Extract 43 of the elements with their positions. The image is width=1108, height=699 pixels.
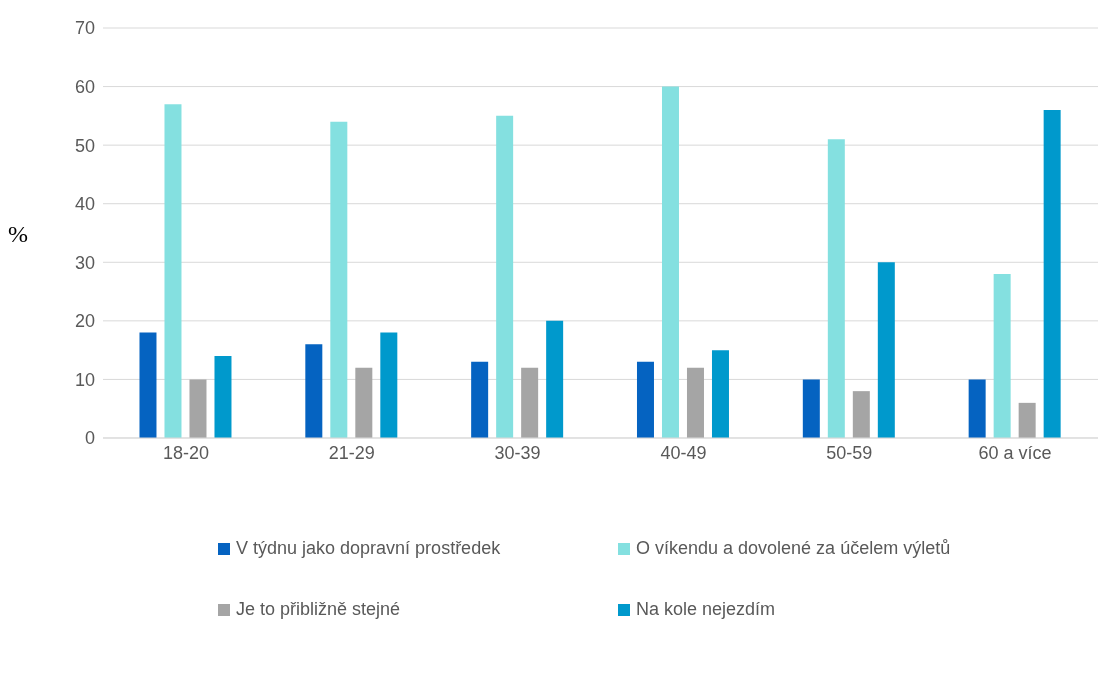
- bar: [471, 361, 489, 438]
- bar: [380, 332, 398, 438]
- bar: [636, 361, 654, 438]
- bar: [968, 379, 986, 438]
- bar: [189, 379, 207, 438]
- x-tick-label: 18-20: [162, 442, 209, 463]
- y-tick-label: 60: [74, 76, 95, 97]
- y-tick-label: 20: [74, 311, 95, 332]
- x-tick-label: 60 a více: [978, 442, 1052, 463]
- bar: [993, 274, 1011, 438]
- y-tick-label: 50: [74, 135, 95, 156]
- x-tick-label: 40-49: [660, 442, 707, 463]
- x-tick-label: 50-59: [826, 442, 873, 463]
- bar: [827, 139, 845, 438]
- legend-label: Na kole nejezdím: [636, 599, 776, 620]
- bar: [214, 356, 232, 438]
- bar: [496, 115, 514, 438]
- bar: [686, 367, 704, 438]
- bar: [355, 367, 373, 438]
- bar: [330, 121, 348, 438]
- x-tick-label: 30-39: [494, 442, 541, 463]
- y-tick-label: 10: [74, 369, 95, 390]
- legend-label: Je to přibližně stejné: [236, 599, 401, 620]
- y-tick-label: 40: [74, 194, 95, 215]
- bar: [164, 104, 182, 438]
- x-tick-label: 21-29: [328, 442, 375, 463]
- y-tick-label: 70: [74, 18, 95, 39]
- bar: [711, 350, 729, 438]
- bar: [546, 320, 564, 438]
- bar: [305, 344, 323, 438]
- bar: [521, 367, 539, 438]
- bar: [1043, 110, 1061, 438]
- legend-label: V týdnu jako dopravní prostředek: [236, 538, 501, 559]
- bar: [852, 391, 870, 438]
- y-tick-label: 0: [84, 428, 95, 449]
- bar: [139, 332, 157, 438]
- bar: [661, 86, 679, 438]
- y-tick-label: 30: [74, 252, 95, 273]
- legend-label: O víkendu a dovolené za účelem výletů: [636, 538, 951, 559]
- bar: [877, 262, 895, 438]
- bar: [1018, 402, 1036, 438]
- bar: [802, 379, 820, 438]
- y-axis-title: %: [8, 220, 28, 247]
